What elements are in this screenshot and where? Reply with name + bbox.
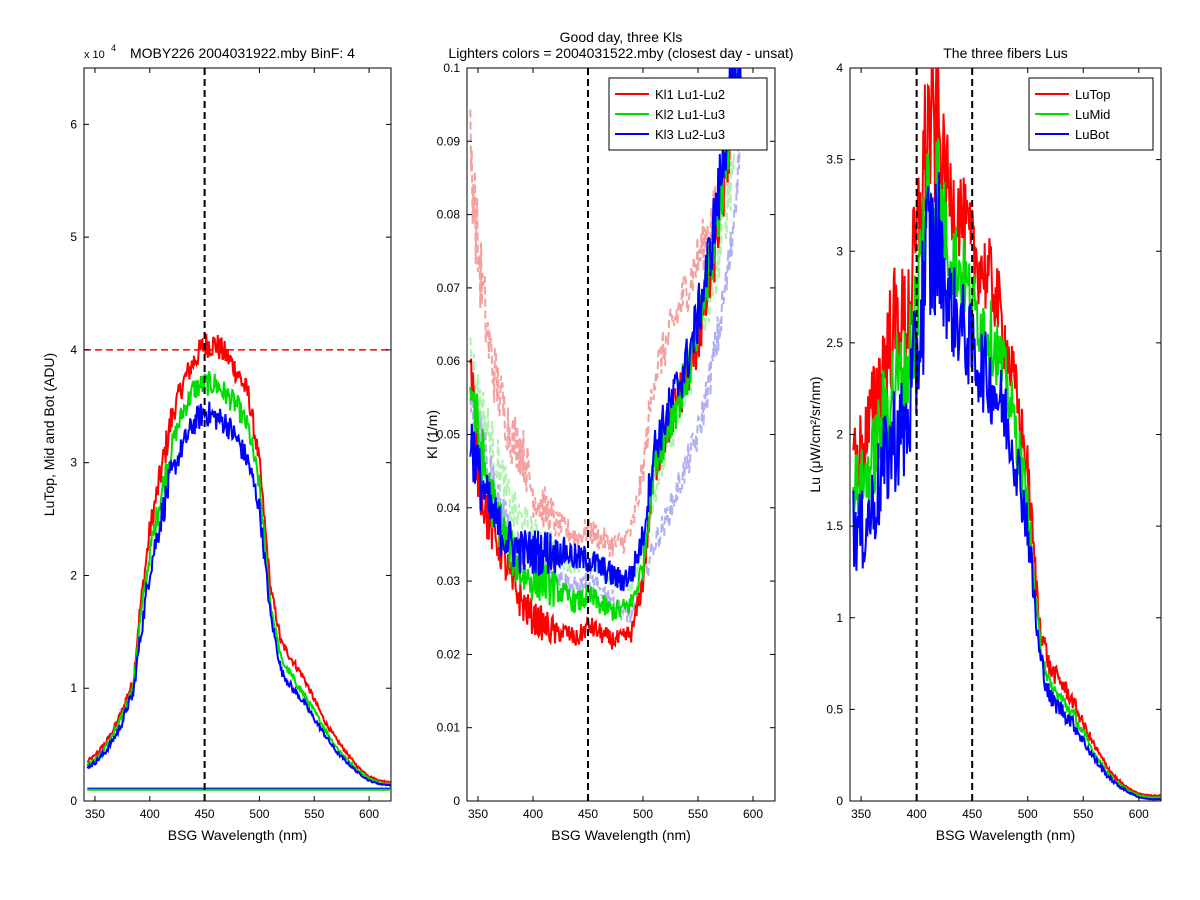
x-axis-label: BSG Wavelength (nm) (168, 827, 308, 843)
y-tick-label: 1 (836, 611, 843, 625)
legend-entry: Kl1 Lu1-Lu2 (655, 87, 725, 102)
x-axis-label: BSG Wavelength (nm) (551, 827, 691, 843)
y-tick-label: 0 (70, 794, 77, 808)
y-tick-label: 0.06 (437, 354, 461, 368)
series-group (86, 333, 391, 791)
x-tick-label: 400 (523, 807, 543, 821)
legend-entry: LuTop (1075, 87, 1110, 102)
y-tick-label: 2 (836, 428, 843, 442)
chart-title: MOBY226 2004031922.mby BinF: 4 (130, 45, 355, 61)
series-line-5 (469, 68, 743, 592)
x-tick-label: 500 (249, 807, 269, 821)
y-tick-label: 0.09 (437, 134, 461, 148)
legend-entry: Kl2 Lu1-Lu3 (655, 107, 725, 122)
series-group (469, 68, 743, 650)
x-tick-label: 350 (85, 807, 105, 821)
y-tick-label: 4 (70, 343, 77, 357)
series-line-1 (86, 371, 391, 786)
y-tick-label: 0.1 (443, 61, 460, 75)
y-tick-label: 0 (836, 794, 843, 808)
panel-kl: 350 400 450 500 550 600 0 0.01 0.02 0.03 0.04 0.05 0… (424, 29, 794, 843)
y-tick-label: 0.08 (437, 208, 461, 222)
y-tick-label: 0.01 (437, 721, 461, 735)
x-tick-label: 550 (688, 807, 708, 821)
x-axis-label: BSG Wavelength (nm) (936, 827, 1076, 843)
x-tick-label: 400 (907, 807, 927, 821)
y-axis-label: Kl (1/m) (424, 410, 440, 459)
y-tick-label: 1 (70, 681, 77, 695)
series-line-0 (469, 80, 743, 558)
y-exponent-power: 4 (111, 43, 116, 53)
y-tick-label: 0.5 (826, 702, 843, 716)
x-tick-label: 350 (851, 807, 871, 821)
x-tick-label: 450 (578, 807, 598, 821)
chart-title: Good day, three Kls (560, 29, 683, 45)
y-axis-label: LuTop, Mid and Bot (ADU) (41, 353, 57, 516)
series-line-2 (852, 172, 1161, 801)
y-tick-label: 0.04 (437, 501, 461, 515)
x-tick-label: 500 (1018, 807, 1038, 821)
y-tick-label: 0.02 (437, 647, 461, 661)
x-tick-label: 600 (1129, 807, 1149, 821)
y-tick-label: 2 (70, 568, 77, 582)
chart-title: The three fibers Lus (943, 45, 1068, 61)
series-group (852, 68, 1161, 801)
x-tick-label: 600 (743, 807, 763, 821)
x-tick-label: 600 (359, 807, 379, 821)
x-tick-label: 450 (962, 807, 982, 821)
y-tick-label: 3 (70, 456, 77, 470)
legend-entry: LuBot (1075, 127, 1109, 142)
y-tick-label: 0.03 (437, 574, 461, 588)
x-tick-label: 400 (140, 807, 160, 821)
x-tick-label: 550 (304, 807, 324, 821)
x-tick-label: 500 (633, 807, 653, 821)
panel-lu: 350 400 450 500 550 600 0 0.5 1 1.5 2 2.5 3 3.5 4 BSG W… (807, 45, 1162, 843)
x-tick-label: 450 (195, 807, 215, 821)
chart-subtitle: Lighters colors = 2004031522.mby (closes… (448, 45, 793, 61)
y-tick-label: 2.5 (826, 336, 843, 350)
series-line-0 (852, 68, 1161, 798)
legend-entry: LuMid (1075, 107, 1110, 122)
legend-entry: Kl3 Lu2-Lu3 (655, 127, 725, 142)
y-exponent-label: x 10 (84, 49, 105, 61)
y-tick-label: 3 (836, 244, 843, 258)
y-tick-label: 5 (70, 230, 77, 244)
y-tick-label: 3.5 (826, 153, 843, 167)
x-tick-label: 550 (1073, 807, 1093, 821)
y-tick-label: 0.07 (437, 281, 461, 295)
y-axis-label: Lu (μW/cm²/sr/nm) (807, 376, 823, 492)
y-tick-label: 4 (836, 61, 843, 75)
x-tick-label: 350 (468, 807, 488, 821)
series-line-2 (86, 401, 391, 787)
y-tick-label: 1.5 (826, 519, 843, 533)
y-tick-label: 6 (70, 117, 77, 131)
panel-adu: 350 400 450 500 550 600 0 1 2 3 4 5 6 BSG Wavelength … (41, 43, 392, 843)
y-tick-label: 0.05 (437, 428, 461, 442)
y-tick-label: 0 (453, 794, 460, 808)
series-line-3 (469, 68, 742, 650)
